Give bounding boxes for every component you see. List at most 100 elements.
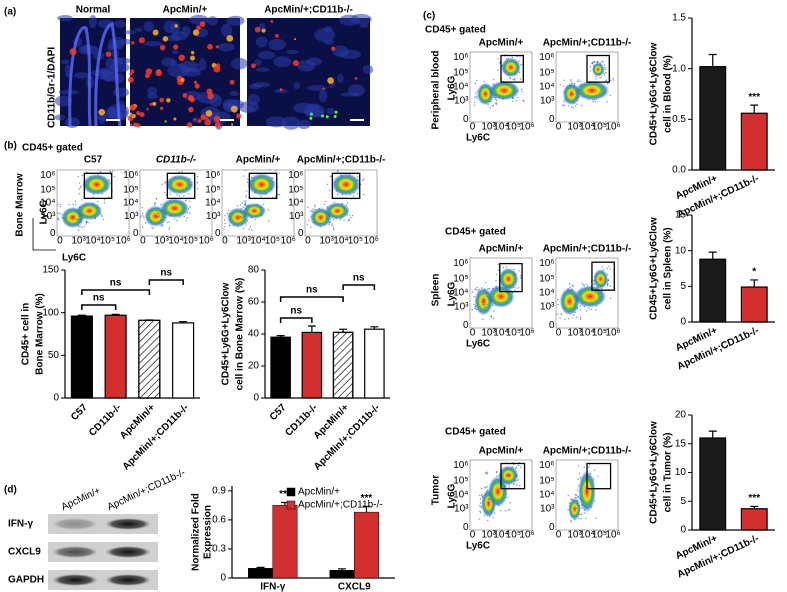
tissue-texture [100,67,118,75]
stain-spot [164,120,167,123]
bar-hatch [332,331,354,399]
flow-event [72,203,74,206]
stain-spot [230,123,234,126]
flow-event [483,92,486,95]
flow-event [609,79,612,81]
legend-label: ApcMin/+;CD11b-/- [298,500,383,511]
flow-event [473,296,475,298]
flow-x-tick: 10⁶ [605,328,620,339]
flow-event [597,61,599,63]
flow-x-tick: 10³ [481,122,496,133]
bar [699,66,727,171]
flow-event [496,273,498,276]
flow-event [497,263,499,266]
flow-event [274,196,277,198]
flow-event [481,494,483,496]
flow-event [583,466,585,469]
flow-y-tick: 10⁵ [123,184,138,195]
flow-event [480,487,483,490]
bar [248,568,274,579]
flow-event [521,90,523,93]
flow-event [593,469,596,471]
tissue-texture [221,23,232,38]
tissue-texture [64,64,71,78]
gate [499,262,523,293]
error-bar [179,321,188,323]
flow-event [78,188,81,190]
y-tick-label: 5 [680,496,686,507]
y-tick-label: 50 [48,350,60,361]
flow-event [71,215,74,218]
flow-event [563,79,565,81]
flow-event [107,196,110,198]
flow-event [254,219,256,221]
flow-x-tick: 0 [57,236,63,247]
flow-event [579,305,581,307]
flow-event [505,474,508,476]
flow-event [508,484,510,486]
flow-event [585,283,587,285]
flow-y-tick: 10⁴ [205,198,220,209]
tissue-texture [362,64,374,75]
stain-spot [200,114,207,121]
villus [94,22,122,127]
flow-event [607,279,610,282]
blot-band [105,518,151,530]
flow-x-tick: 10³ [481,328,496,339]
flow-y-tick: 0 [549,320,555,331]
flow-x-tick: 10⁶ [364,236,379,247]
flow-event [479,502,482,504]
protein-label: IFN-γ [8,519,33,530]
flow-y-tick: 10⁵ [539,68,554,79]
flow-event [326,183,329,185]
flow-event [151,226,153,229]
flow-event [580,309,582,311]
flow-event [579,80,582,82]
flow-x-tick: 10⁶ [116,236,131,247]
flow-event [520,466,522,468]
tissue-texture [54,114,66,121]
flow-event [328,189,331,192]
flow-population [578,470,596,513]
bar [740,286,768,323]
stain-spot [159,97,165,103]
flow-event [242,175,245,177]
tissue-texture [181,26,191,37]
flow-population [593,269,609,289]
flow-y-tick: 10⁶ [539,258,554,269]
flow-x-tick: 10⁴ [333,236,348,247]
bar [301,331,323,399]
flow-event [509,77,512,80]
flow-event [493,310,495,312]
flow-event [60,203,62,206]
stain-spot [193,118,197,121]
protein-label: CXCL9 [8,547,41,558]
stain-spot [213,65,221,73]
stain-spot [190,55,196,61]
gate [586,462,612,490]
flow-event [564,318,566,320]
flow-event [474,101,476,103]
flow-event [165,194,167,196]
flow-event [248,228,250,231]
flow-event [573,314,575,316]
flow-event [573,82,576,85]
flow-event [278,193,281,196]
blot-band [105,574,151,586]
flow-event [609,297,612,299]
flow-event [570,521,572,523]
flow-event [509,474,511,476]
flow-event [609,268,611,270]
flow-event [269,169,271,171]
bar [70,315,93,399]
flow-population [331,173,361,196]
error-bar [339,328,348,333]
flow-x-tick: 10³ [567,530,582,541]
blot-band [52,574,98,586]
flow-event [223,228,225,231]
flow-event [245,196,247,198]
flow-event [497,58,499,60]
flow-event [243,215,245,218]
y-tick-label: 0.3 [212,544,226,555]
flow-event [103,202,106,204]
